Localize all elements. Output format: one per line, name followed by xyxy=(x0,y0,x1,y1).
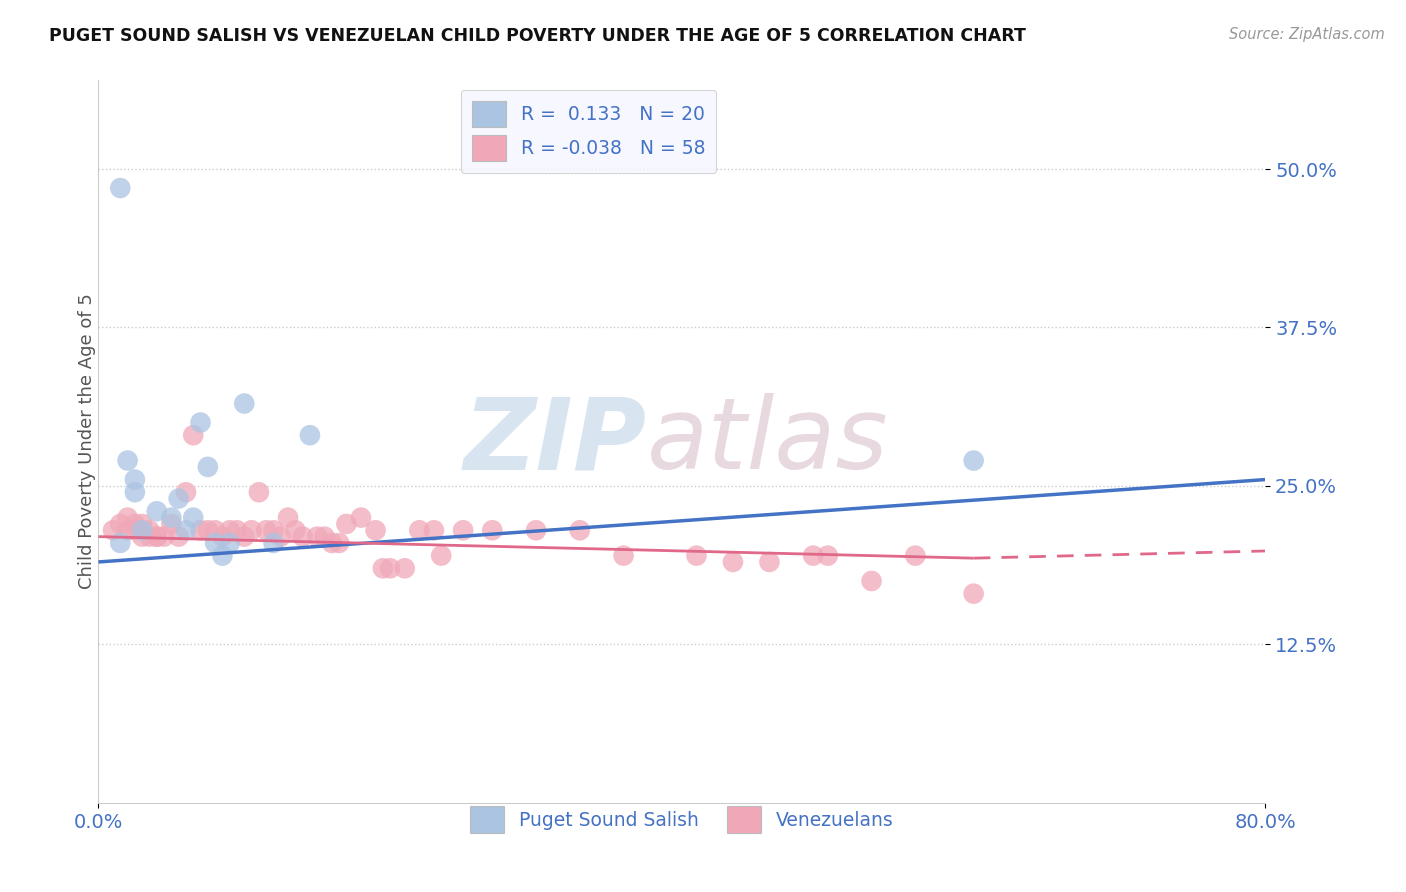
Point xyxy=(218,523,240,537)
Point xyxy=(190,523,212,537)
Point xyxy=(174,485,197,500)
Point xyxy=(146,504,169,518)
Point xyxy=(110,181,132,195)
Point xyxy=(481,523,503,537)
Point xyxy=(153,530,176,544)
Point xyxy=(190,416,212,430)
Point xyxy=(451,523,474,537)
Point xyxy=(277,510,299,524)
Point xyxy=(270,530,292,544)
Point xyxy=(962,587,984,601)
Point xyxy=(204,536,226,550)
Point xyxy=(233,530,256,544)
Point xyxy=(335,516,357,531)
Text: atlas: atlas xyxy=(647,393,889,490)
Point xyxy=(160,510,183,524)
Point xyxy=(204,523,226,537)
Point xyxy=(408,523,430,537)
Point xyxy=(117,523,139,537)
Point xyxy=(685,549,707,563)
Point xyxy=(350,510,373,524)
Point xyxy=(817,549,839,563)
Text: ZIP: ZIP xyxy=(464,393,647,490)
Point xyxy=(254,523,277,537)
Point xyxy=(146,530,169,544)
Point xyxy=(124,523,146,537)
Point xyxy=(233,396,256,410)
Point xyxy=(181,510,204,524)
Point xyxy=(380,561,402,575)
Point xyxy=(146,530,169,544)
Point xyxy=(328,536,350,550)
Point xyxy=(298,428,321,442)
Point xyxy=(211,549,233,563)
Point xyxy=(524,523,547,537)
Point xyxy=(371,561,394,575)
Point xyxy=(612,549,634,563)
Point xyxy=(568,523,591,537)
Point xyxy=(167,530,190,544)
Point xyxy=(904,549,927,563)
Point xyxy=(167,491,190,506)
Point xyxy=(758,555,780,569)
Point xyxy=(131,530,153,544)
Point xyxy=(430,549,453,563)
Point xyxy=(197,523,219,537)
Point xyxy=(240,523,263,537)
Point xyxy=(394,561,416,575)
Point xyxy=(321,536,343,550)
Point xyxy=(117,453,139,467)
Point xyxy=(110,516,132,531)
Point xyxy=(801,549,824,563)
Point xyxy=(291,530,314,544)
Point xyxy=(197,459,219,474)
Point xyxy=(226,523,249,537)
Point xyxy=(160,516,183,531)
Point xyxy=(117,510,139,524)
Point xyxy=(364,523,387,537)
Point xyxy=(138,523,160,537)
Point xyxy=(124,485,146,500)
Point xyxy=(247,485,270,500)
Point xyxy=(262,536,284,550)
Point xyxy=(138,530,160,544)
Point xyxy=(174,523,197,537)
Text: Source: ZipAtlas.com: Source: ZipAtlas.com xyxy=(1229,27,1385,42)
Point xyxy=(423,523,446,537)
Point xyxy=(284,523,307,537)
Point xyxy=(721,555,744,569)
Point xyxy=(110,536,132,550)
Point xyxy=(211,530,233,544)
Point xyxy=(218,536,240,550)
Text: PUGET SOUND SALISH VS VENEZUELAN CHILD POVERTY UNDER THE AGE OF 5 CORRELATION CH: PUGET SOUND SALISH VS VENEZUELAN CHILD P… xyxy=(49,27,1026,45)
Point xyxy=(124,473,146,487)
Point xyxy=(860,574,883,588)
Point xyxy=(131,523,153,537)
Point xyxy=(262,523,284,537)
Point xyxy=(124,516,146,531)
Point xyxy=(131,516,153,531)
Point xyxy=(307,530,329,544)
Legend: Puget Sound Salish, Venezuelans: Puget Sound Salish, Venezuelans xyxy=(463,799,901,840)
Y-axis label: Child Poverty Under the Age of 5: Child Poverty Under the Age of 5 xyxy=(79,293,96,590)
Point xyxy=(314,530,336,544)
Point xyxy=(101,523,124,537)
Point xyxy=(962,453,984,467)
Point xyxy=(181,428,204,442)
